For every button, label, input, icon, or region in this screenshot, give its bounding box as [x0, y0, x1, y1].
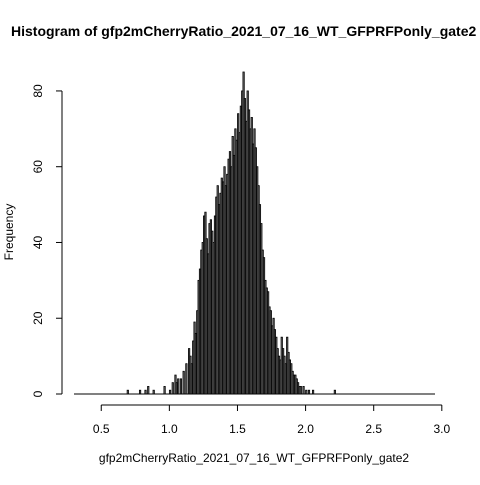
y-axis: 0 20 40 60 80 — [31, 84, 63, 397]
y-tick-label: 60 — [31, 160, 45, 174]
x-tick-label: 2.0 — [297, 422, 314, 436]
x-axis-label: gfp2mCherryRatio_2021_07_16_WT_GFPRFPonl… — [99, 451, 409, 465]
histogram-bar — [126, 389, 129, 395]
x-tick-label: 0.5 — [93, 422, 110, 436]
histogram-bar — [182, 370, 185, 395]
y-tick-label: 40 — [31, 235, 45, 249]
chart-title: Histogram of gfp2mCherryRatio_2021_07_16… — [11, 23, 476, 39]
histogram-bar — [307, 389, 311, 395]
y-tick-label: 0 — [31, 390, 45, 397]
x-tick-label: 2.5 — [365, 422, 382, 436]
y-tick-label: 80 — [31, 84, 45, 98]
y-tick-label: 20 — [31, 311, 45, 325]
histogram-bar — [144, 389, 147, 395]
histogram-bar — [147, 386, 150, 395]
x-tick-label: 1.5 — [229, 422, 246, 436]
histogram-bar — [168, 389, 172, 395]
histogram-bar — [302, 386, 305, 395]
histogram-bar — [179, 378, 183, 395]
histogram-bar — [163, 386, 166, 395]
histogram-bar — [138, 389, 142, 395]
histogram-bar — [299, 386, 302, 395]
x-tick-label: 1.0 — [161, 422, 178, 436]
histogram-bar — [311, 389, 315, 395]
x-axis: 0.5 1.0 1.5 2.0 2.5 3.0 — [93, 404, 450, 436]
y-axis-label: Frequency — [2, 204, 16, 261]
histogram-bar — [305, 389, 308, 395]
histogram-bar — [152, 389, 155, 395]
histogram-bar — [177, 378, 180, 395]
histogram-bars — [74, 71, 435, 395]
histogram-bar — [185, 363, 188, 395]
x-tick-label: 3.0 — [433, 422, 450, 436]
histogram-bar — [333, 389, 336, 395]
histogram-bar — [171, 382, 174, 395]
